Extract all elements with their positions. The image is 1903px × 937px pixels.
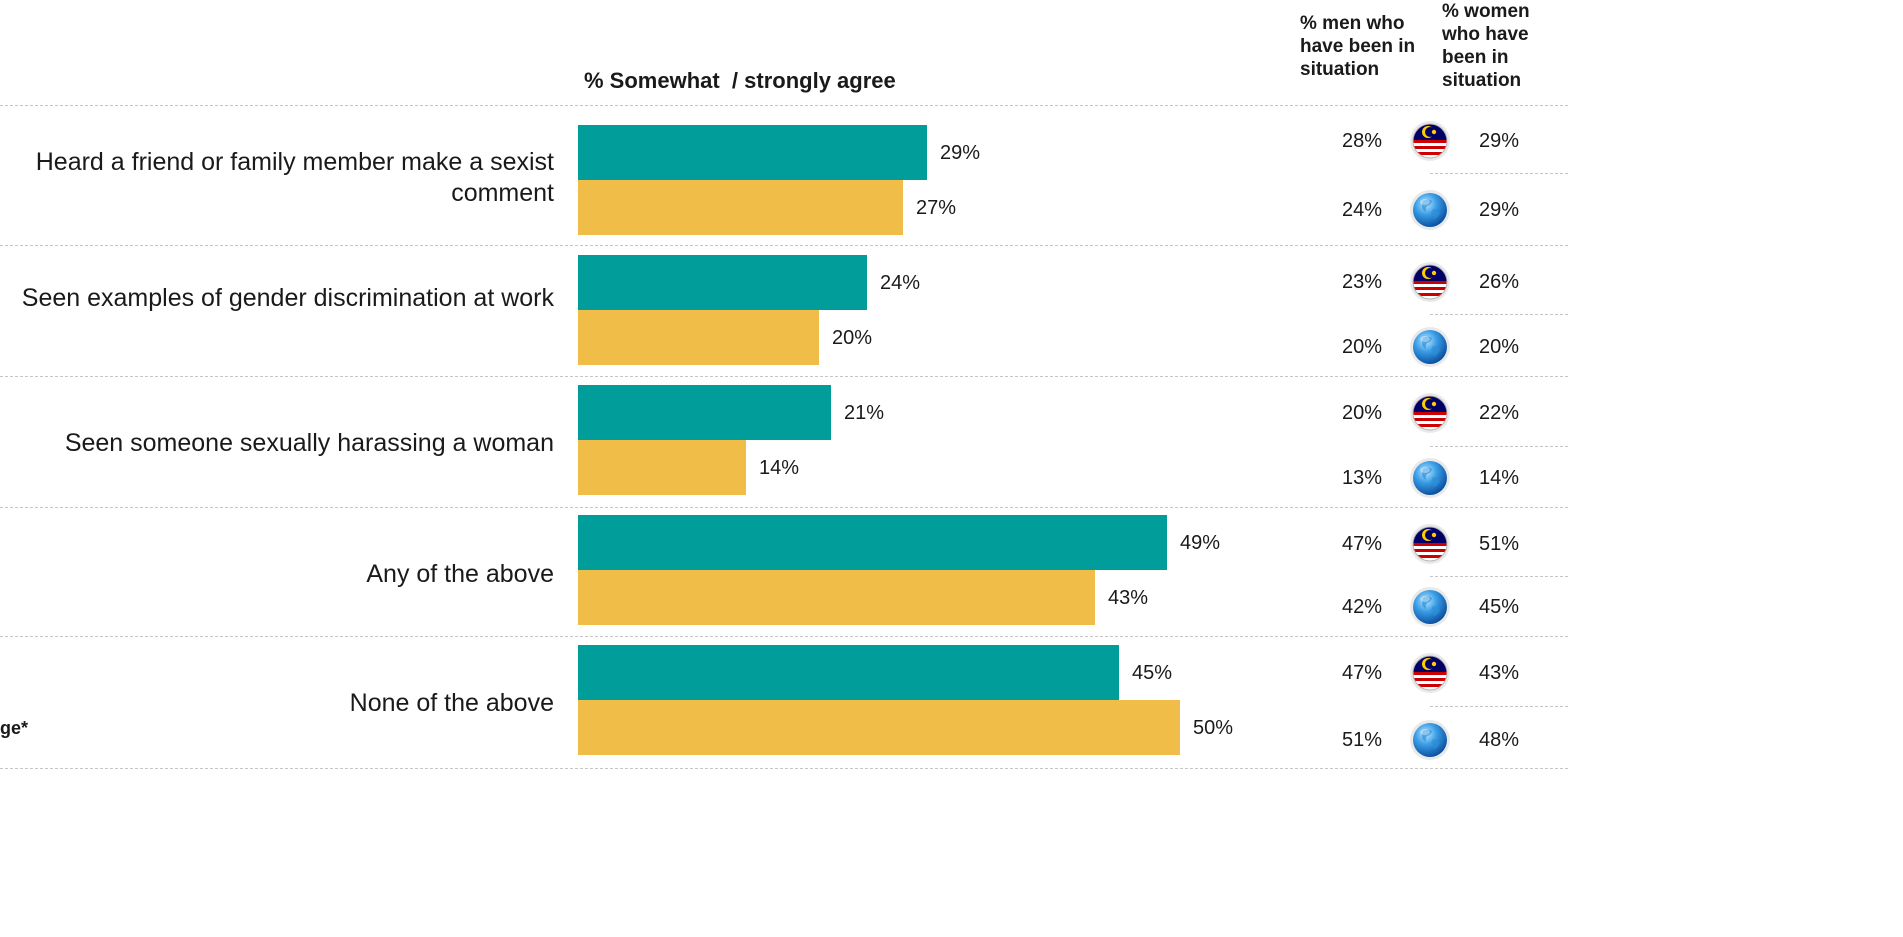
row-divider: [0, 376, 1568, 377]
category-label: Heard a friend or family member make a s…: [35, 148, 554, 207]
women-percent: 22%: [1479, 402, 1520, 424]
bar-value-label: 24%: [880, 272, 921, 294]
women-percent: 29%: [1479, 130, 1520, 152]
category-label: None of the above: [349, 689, 554, 717]
malaysia-flag-icon: [1410, 524, 1450, 564]
malaysia-flag-icon: [1410, 653, 1450, 693]
men-column-header: % men who have been in situation: [1300, 13, 1416, 80]
row-divider: [0, 507, 1568, 508]
men-percent: 13%: [1341, 467, 1382, 489]
men-percent: 24%: [1341, 199, 1382, 221]
men-percent: 20%: [1341, 402, 1382, 424]
men-percent: 28%: [1341, 130, 1382, 152]
bar-malaysia: [578, 515, 1167, 570]
women-percent: 45%: [1479, 596, 1520, 618]
men-percent: 20%: [1341, 336, 1382, 358]
women-percent: 26%: [1479, 271, 1520, 293]
bar-value-label: 21%: [844, 402, 885, 424]
globe-icon: [1410, 458, 1450, 498]
sub-row-divider: [1430, 314, 1568, 315]
malaysia-flag-icon: [1410, 262, 1450, 302]
bar-value-label: 50%: [1193, 717, 1234, 739]
bar-malaysia: [578, 125, 927, 180]
bar-value-label: 43%: [1108, 587, 1149, 609]
sub-row-divider: [1430, 173, 1568, 174]
row-divider: [0, 245, 1568, 246]
row-divider: [0, 636, 1568, 637]
bar-global: [578, 180, 903, 235]
women-column-header: % women who have been in situation: [1442, 1, 1530, 91]
bar-malaysia: [578, 385, 831, 440]
bar-global: [578, 310, 819, 365]
bar-malaysia: [578, 255, 867, 310]
women-percent: 51%: [1479, 533, 1520, 555]
women-percent: 29%: [1479, 199, 1520, 221]
sub-row-divider: [1430, 706, 1568, 707]
footnote: ge*: [0, 718, 29, 738]
bar-value-label: 14%: [759, 457, 800, 479]
chart-area: % Somewhat / strongly agree % men who ha…: [0, 1, 1568, 769]
men-percent: 47%: [1341, 533, 1382, 555]
women-percent: 14%: [1479, 467, 1520, 489]
women-percent: 48%: [1479, 729, 1520, 751]
chart-title: % Somewhat / strongly agree: [584, 68, 896, 93]
sub-row-divider: [1430, 576, 1568, 577]
globe-icon: [1410, 327, 1450, 367]
sub-row-divider: [1430, 446, 1568, 447]
category-label: Any of the above: [366, 560, 554, 588]
malaysia-flag-icon: [1410, 393, 1450, 433]
bar-value-label: 27%: [916, 197, 957, 219]
men-percent: 23%: [1341, 271, 1382, 293]
globe-icon: [1410, 190, 1450, 230]
bar-value-label: 49%: [1180, 532, 1221, 554]
men-percent: 51%: [1341, 729, 1382, 751]
men-percent: 47%: [1341, 662, 1382, 684]
category-label: Seen examples of gender discrimination a…: [21, 284, 554, 312]
malaysia-flag-icon: [1410, 121, 1450, 161]
women-percent: 43%: [1479, 662, 1520, 684]
category-label: Seen someone sexually harassing a woman: [64, 429, 554, 457]
row-divider: [0, 768, 1568, 769]
bar-value-label: 29%: [940, 142, 981, 164]
row-divider: [0, 105, 1568, 106]
bar-global: [578, 570, 1095, 625]
bar-value-label: 20%: [832, 327, 873, 349]
men-percent: 42%: [1341, 596, 1382, 618]
women-percent: 20%: [1479, 336, 1520, 358]
bar-malaysia: [578, 645, 1119, 700]
bar-global: [578, 440, 746, 495]
bar-value-label: 45%: [1132, 662, 1173, 684]
bar-global: [578, 700, 1180, 755]
globe-icon: [1410, 720, 1450, 760]
globe-icon: [1410, 587, 1450, 627]
